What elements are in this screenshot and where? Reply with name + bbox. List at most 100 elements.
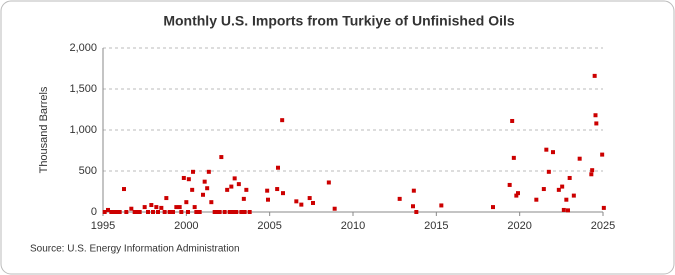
x-tick-label: 2025 — [591, 220, 615, 232]
point — [275, 187, 280, 192]
point — [122, 187, 126, 192]
point — [146, 210, 150, 214]
point — [571, 193, 576, 198]
point — [201, 192, 205, 197]
y-tick-label: 1,000 — [69, 124, 97, 136]
point — [236, 182, 241, 187]
point — [546, 169, 551, 174]
point — [209, 200, 214, 205]
point — [281, 191, 285, 196]
point — [601, 205, 606, 210]
point — [564, 197, 569, 202]
chart-title: Monthly U.S. Imports from Turkiye of Unf… — [163, 13, 515, 29]
point — [560, 184, 565, 189]
point — [439, 203, 444, 208]
point — [266, 197, 270, 202]
point — [179, 210, 184, 214]
point — [102, 210, 107, 214]
point — [202, 179, 207, 184]
point — [231, 210, 235, 214]
point — [593, 113, 598, 118]
point — [229, 184, 234, 189]
point — [510, 118, 515, 123]
point — [124, 210, 129, 214]
point — [332, 206, 337, 211]
x-tick-label: 2010 — [341, 220, 365, 232]
point — [307, 196, 312, 201]
point — [544, 147, 549, 152]
point — [594, 121, 599, 126]
point — [164, 196, 169, 201]
point — [149, 203, 154, 208]
point — [516, 191, 520, 196]
point — [247, 210, 252, 214]
y-tick-label: 2,000 — [69, 42, 97, 54]
point — [294, 199, 299, 204]
point — [117, 210, 122, 214]
point — [551, 150, 555, 155]
point — [326, 180, 331, 185]
point — [191, 169, 195, 174]
point — [222, 210, 227, 214]
point — [227, 210, 232, 214]
point — [561, 207, 566, 212]
point — [491, 205, 495, 210]
point — [212, 210, 217, 214]
point — [244, 187, 249, 192]
point — [134, 210, 139, 214]
point — [151, 210, 155, 214]
point — [507, 182, 512, 187]
point — [589, 172, 594, 177]
point — [299, 202, 304, 207]
point — [192, 205, 197, 210]
point — [239, 210, 244, 214]
point — [592, 73, 597, 78]
y-tick-label: 1,500 — [69, 83, 97, 95]
point — [411, 188, 416, 193]
point — [232, 176, 237, 181]
point — [171, 210, 175, 214]
point — [154, 205, 159, 210]
point — [156, 210, 160, 214]
point — [567, 175, 572, 180]
point — [219, 155, 224, 160]
point — [162, 210, 167, 214]
y-axis-label: Thousand Barrels — [38, 86, 50, 173]
point — [280, 118, 285, 123]
y-tick-label: 500 — [79, 165, 97, 177]
point — [137, 210, 142, 214]
point — [590, 168, 595, 173]
x-tick-label: 1995 — [91, 220, 115, 232]
point — [159, 205, 164, 210]
point — [186, 177, 191, 182]
point — [566, 208, 570, 213]
point — [265, 188, 270, 193]
point — [217, 210, 222, 214]
point — [225, 187, 230, 192]
point — [194, 210, 199, 214]
point — [197, 210, 202, 214]
point — [129, 206, 134, 211]
point — [411, 204, 415, 209]
point — [234, 210, 239, 214]
point — [205, 186, 210, 191]
x-tick-label: 2005 — [257, 220, 281, 232]
point — [142, 205, 147, 210]
point — [414, 210, 419, 214]
x-tick-label: 2015 — [424, 220, 448, 232]
point — [184, 200, 189, 205]
source-note: Source: U.S. Energy Information Administ… — [30, 244, 240, 255]
point — [556, 187, 561, 192]
point — [167, 210, 172, 214]
point — [511, 155, 516, 160]
point — [206, 169, 211, 174]
point — [106, 207, 110, 212]
point — [112, 210, 117, 214]
point — [276, 165, 280, 170]
point — [242, 210, 247, 214]
point — [109, 210, 114, 214]
point — [190, 187, 195, 192]
x-tick-label: 2020 — [507, 220, 531, 232]
